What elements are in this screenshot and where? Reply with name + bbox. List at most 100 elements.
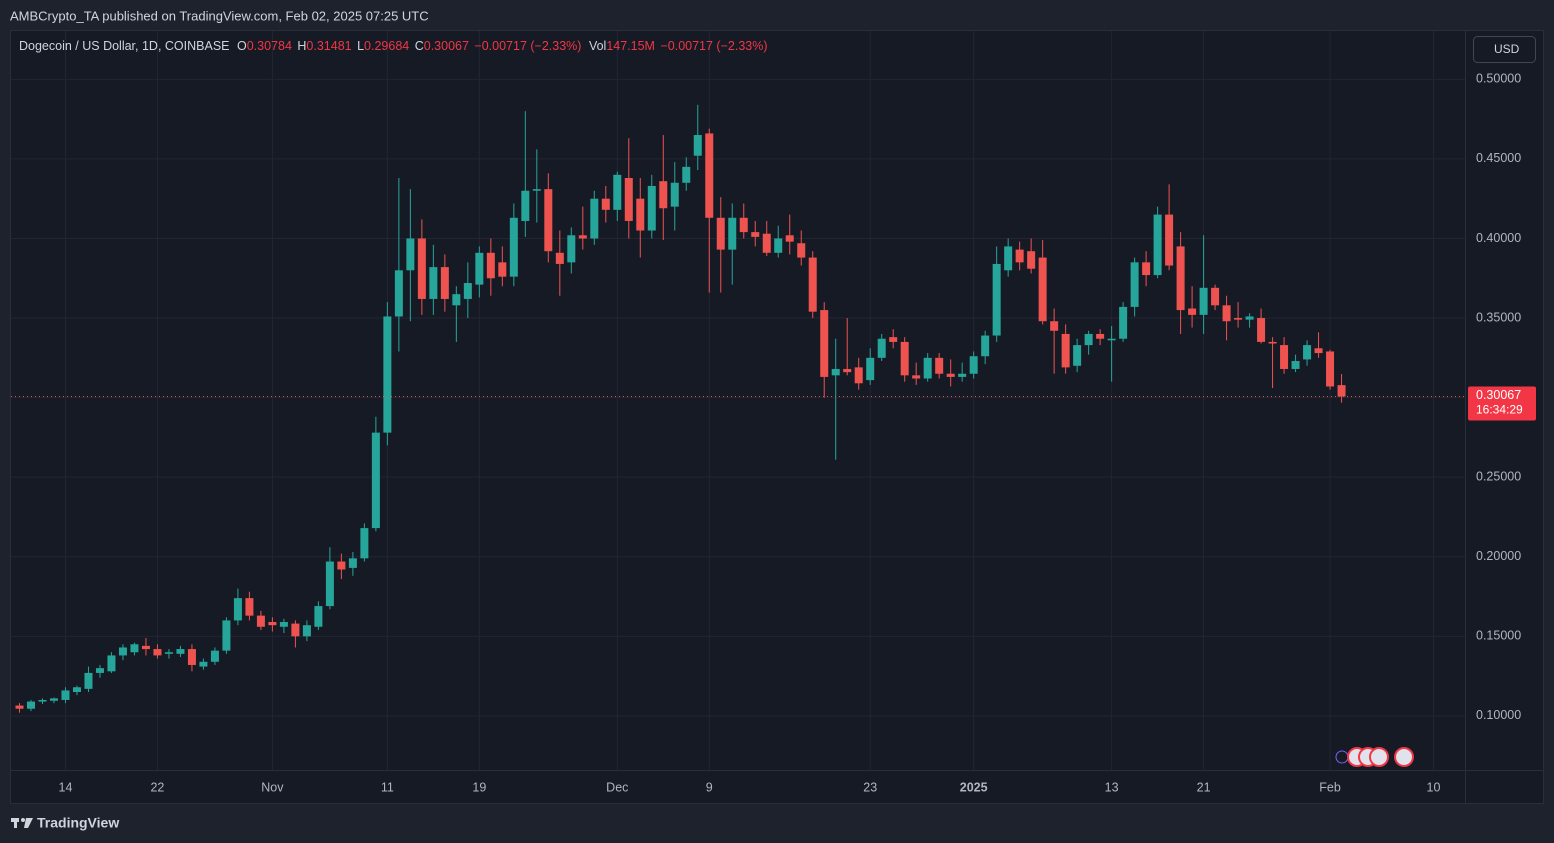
candle-body — [1245, 316, 1254, 320]
candle-body — [72, 687, 81, 693]
candle-body — [912, 375, 921, 379]
candle-body — [682, 166, 691, 183]
candle-body — [291, 623, 300, 637]
candle-body — [337, 561, 346, 570]
candles — [15, 104, 1346, 713]
candle-body — [222, 620, 231, 651]
candle-body — [739, 217, 748, 233]
y-tick-label: 0.50000 — [1476, 72, 1521, 86]
published-note: AMBCrypto_TA published on TradingView.co… — [10, 8, 429, 23]
candle-body — [15, 705, 24, 709]
high-value: 0.31481 — [306, 39, 351, 53]
y-tick-label: 0.10000 — [1476, 708, 1521, 722]
candle-body — [877, 338, 886, 358]
candle-body — [521, 190, 530, 221]
candle-body — [130, 644, 139, 653]
candle-body — [555, 252, 564, 264]
candle-body — [774, 238, 783, 253]
candle-body — [245, 598, 254, 616]
brand-logo — [11, 818, 33, 828]
logo-part — [14, 818, 17, 828]
candle-body — [797, 243, 806, 258]
candle-body — [61, 690, 70, 700]
open-label: O — [237, 39, 247, 53]
candle-body — [1165, 214, 1174, 266]
candle-body — [1050, 321, 1059, 331]
candle-body — [532, 189, 541, 191]
event-icon — [1369, 747, 1389, 767]
y-tick-label: 0.15000 — [1476, 629, 1521, 643]
candle-body — [486, 252, 495, 279]
candle-body — [1107, 338, 1116, 341]
candle-body — [716, 217, 725, 250]
candle-body — [268, 622, 277, 626]
candle-body — [187, 649, 196, 665]
x-tick-label: 2025 — [960, 780, 988, 794]
candle-body — [1096, 333, 1105, 339]
candle-body — [95, 668, 104, 673]
candle-body — [728, 217, 737, 250]
candle-body — [946, 373, 955, 377]
candle-body — [26, 701, 35, 709]
candle-body — [1268, 341, 1277, 344]
candle-body — [314, 606, 323, 627]
x-tick-label: 21 — [1197, 780, 1211, 794]
candle-body — [1211, 287, 1220, 306]
candle-body — [1153, 214, 1162, 276]
x-tick-label: 19 — [472, 780, 486, 794]
candle-body — [567, 235, 576, 263]
open-value: 0.30784 — [247, 39, 292, 53]
y-tick-label: 0.20000 — [1476, 549, 1521, 563]
candle-body — [808, 257, 817, 312]
candle-body — [49, 698, 58, 701]
currency-button[interactable] — [1473, 36, 1536, 63]
candle-body — [1130, 262, 1139, 307]
candle-body — [383, 316, 392, 433]
candle-body — [1222, 305, 1231, 322]
x-tick-label: Dec — [606, 780, 628, 794]
volume-change: −0.00717 (−2.33%) — [660, 39, 767, 53]
y-tick-label: 0.45000 — [1476, 151, 1521, 165]
candle-body — [1280, 345, 1289, 369]
candle-body — [325, 561, 334, 607]
overlay: 0.100000.150000.200000.250000.300000.350… — [11, 72, 1536, 794]
currency[interactable]: USD — [1494, 42, 1520, 56]
candle-body — [647, 185, 656, 231]
close-value: 0.30067 — [424, 39, 469, 53]
candle-body — [624, 178, 633, 221]
event-icons — [1335, 747, 1414, 767]
candle-body — [693, 135, 702, 156]
candle-body — [475, 252, 484, 285]
candle-body — [613, 174, 622, 210]
chart-panel — [10, 30, 1544, 804]
candle-body — [1038, 257, 1047, 322]
last-price-tag — [1468, 386, 1536, 421]
candle-body — [1084, 333, 1093, 346]
candle-body — [923, 357, 932, 379]
candle-body — [958, 373, 967, 377]
x-tick-label: 11 — [381, 780, 394, 794]
x-tick-label: 14 — [59, 780, 73, 794]
candle-body — [981, 335, 990, 357]
candle-body — [348, 558, 357, 568]
candle-body — [705, 133, 714, 218]
high-label: H — [297, 39, 306, 53]
candle-body — [153, 649, 162, 656]
candle-body — [900, 341, 909, 376]
candle-body — [1257, 318, 1266, 342]
volume-value: 147.15M — [606, 39, 655, 53]
candle-body — [279, 622, 288, 627]
candle-body — [1291, 361, 1300, 369]
y-tick-label: 0.25000 — [1476, 469, 1521, 483]
logo-part — [21, 818, 25, 822]
candle-body — [256, 615, 265, 627]
low-label: L — [357, 39, 364, 53]
candle-body — [1326, 351, 1335, 387]
candle-body — [141, 645, 150, 650]
last-price-label: 0.30067 — [1476, 388, 1521, 402]
candle-body — [463, 283, 472, 299]
event-icon — [1394, 747, 1414, 767]
candle-body — [302, 625, 311, 637]
candle-body — [659, 181, 668, 209]
